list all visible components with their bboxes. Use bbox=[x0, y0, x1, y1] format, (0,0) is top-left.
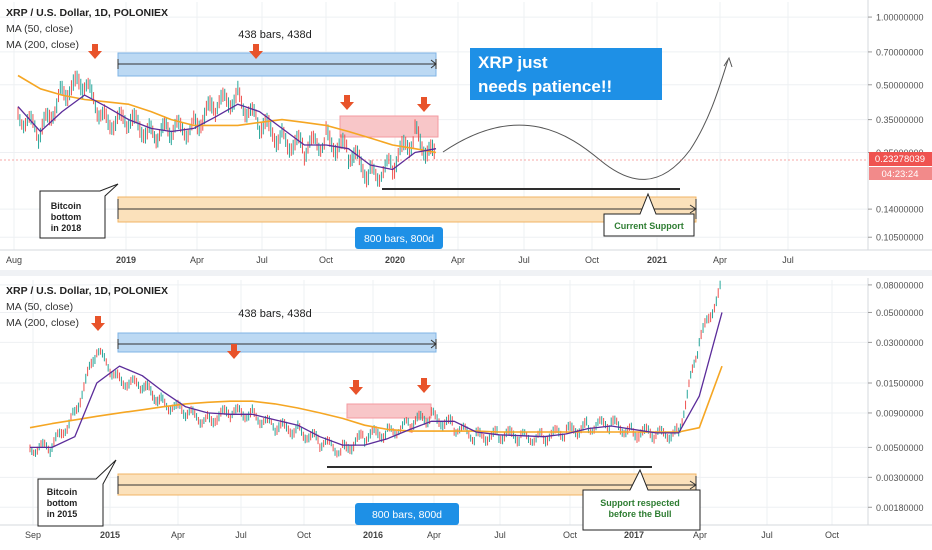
x-tick-label: Jul bbox=[518, 255, 530, 265]
x-tick-label: Jul bbox=[256, 255, 268, 265]
ma50-line bbox=[30, 312, 723, 449]
x-tick-label: Jul bbox=[494, 530, 506, 540]
x-tick-label: Jul bbox=[782, 255, 794, 265]
range-badge bbox=[355, 503, 459, 525]
down-arrow-icon bbox=[249, 44, 263, 59]
x-tick-label: Oct bbox=[585, 255, 600, 265]
x-tick-label: 2019 bbox=[116, 255, 136, 265]
x-tick-label: Aug bbox=[6, 255, 22, 265]
y-tick-label: 0.10500000 bbox=[876, 233, 924, 243]
y-tick-label: 0.08000000 bbox=[876, 280, 924, 290]
down-arrow-icon bbox=[91, 316, 105, 331]
measure-label: 438 bars, 438d bbox=[238, 308, 311, 320]
x-tick-label: Oct bbox=[319, 255, 334, 265]
countdown-badge bbox=[869, 167, 932, 180]
x-tick-label: Apr bbox=[427, 530, 441, 540]
measure-box-438 bbox=[117, 332, 437, 353]
x-tick-label: 2020 bbox=[385, 255, 405, 265]
legend-ma200: MA (200, close) bbox=[6, 317, 79, 329]
down-arrow-icon bbox=[349, 380, 363, 395]
range-badge-label: 800 bars, 800d bbox=[372, 509, 442, 521]
down-arrow-icon bbox=[88, 44, 102, 59]
legend-ma200: MA (200, close) bbox=[6, 39, 79, 51]
forecast-arrowhead bbox=[723, 56, 733, 68]
down-arrow-icon bbox=[417, 378, 431, 393]
x-tick-label: Oct bbox=[297, 530, 312, 540]
measure-top-arrowhead bbox=[430, 59, 437, 69]
range-arrowhead bbox=[689, 204, 697, 214]
range-badge-label: 800 bars, 800d bbox=[364, 233, 434, 245]
legend-ma50: MA (50, close) bbox=[6, 23, 73, 35]
y-tick-label: 0.14000000 bbox=[876, 205, 924, 215]
legend-ma50: MA (50, close) bbox=[6, 301, 73, 313]
measure-bottom-arrowhead bbox=[430, 339, 437, 349]
ma200-line bbox=[17, 74, 437, 154]
chart-title: XRP / U.S. Dollar, 1D, POLONIEX bbox=[6, 7, 168, 19]
forecast-curve bbox=[442, 59, 729, 180]
x-tick-label: 2016 bbox=[363, 530, 383, 540]
y-tick-label: 0.35000000 bbox=[876, 115, 924, 125]
range-badge bbox=[355, 227, 443, 249]
support-callout-text: Current Support bbox=[614, 221, 684, 231]
x-tick-label: 2017 bbox=[624, 530, 644, 540]
annotation-box bbox=[39, 183, 119, 239]
x-tick-label: Apr bbox=[693, 530, 707, 540]
support-callout-box bbox=[582, 468, 701, 531]
annotation-text: Bitcoin bottom in 2015 bbox=[47, 487, 78, 519]
y-tick-label: 0.00180000 bbox=[876, 503, 924, 513]
down-arrow-icon bbox=[227, 344, 241, 359]
y-tick-label: 0.03000000 bbox=[876, 338, 924, 348]
callout-box bbox=[470, 48, 662, 100]
y-tick-label: 0.00300000 bbox=[876, 473, 924, 483]
callout-line2: needs patience!! bbox=[478, 77, 612, 96]
y-tick-label: 0.70000000 bbox=[876, 47, 924, 57]
x-tick-label: Apr bbox=[713, 255, 727, 265]
y-tick-label: 0.50000000 bbox=[876, 80, 924, 90]
last-price-badge bbox=[869, 152, 932, 166]
x-tick-label: Oct bbox=[825, 530, 840, 540]
annotation-text: Bitcoin bottom in 2018 bbox=[51, 201, 82, 233]
panel-divider bbox=[0, 270, 932, 276]
x-tick-label: Apr bbox=[451, 255, 465, 265]
callout-line1: XRP just bbox=[478, 53, 548, 72]
x-tick-label: Oct bbox=[563, 530, 578, 540]
y-tick-label: 1.00000000 bbox=[876, 13, 924, 23]
y-tick-label: 0.05000000 bbox=[876, 308, 924, 318]
y-tick-label: 0.00500000 bbox=[876, 443, 924, 453]
x-tick-label: Jul bbox=[235, 530, 247, 540]
x-tick-label: 2021 bbox=[647, 255, 667, 265]
resistance-box bbox=[339, 115, 439, 138]
y-tick-label: 0.01500000 bbox=[876, 379, 924, 389]
range-arrowhead bbox=[689, 480, 697, 490]
y-tick-label: 0.00900000 bbox=[876, 408, 924, 418]
annotation-box bbox=[37, 459, 117, 527]
resistance-box bbox=[346, 403, 432, 419]
down-arrow-icon bbox=[340, 95, 354, 110]
measure-label: 438 bars, 438d bbox=[238, 29, 311, 41]
x-tick-label: 2015 bbox=[100, 530, 120, 540]
x-tick-label: Jul bbox=[761, 530, 773, 540]
last-price-label: 0.23278039 bbox=[875, 154, 925, 165]
support-callout-box bbox=[603, 192, 695, 237]
x-tick-label: Apr bbox=[190, 255, 204, 265]
down-arrow-icon bbox=[417, 97, 431, 112]
x-tick-label: Apr bbox=[171, 530, 185, 540]
ma200-line bbox=[29, 365, 723, 433]
support-callout-text: Support respected before the Bull bbox=[600, 498, 680, 519]
chart-title: XRP / U.S. Dollar, 1D, POLONIEX bbox=[6, 285, 168, 297]
ma50-line bbox=[17, 94, 437, 171]
x-tick-label: Sep bbox=[25, 530, 41, 540]
countdown-label: 04:23:24 bbox=[882, 169, 919, 180]
